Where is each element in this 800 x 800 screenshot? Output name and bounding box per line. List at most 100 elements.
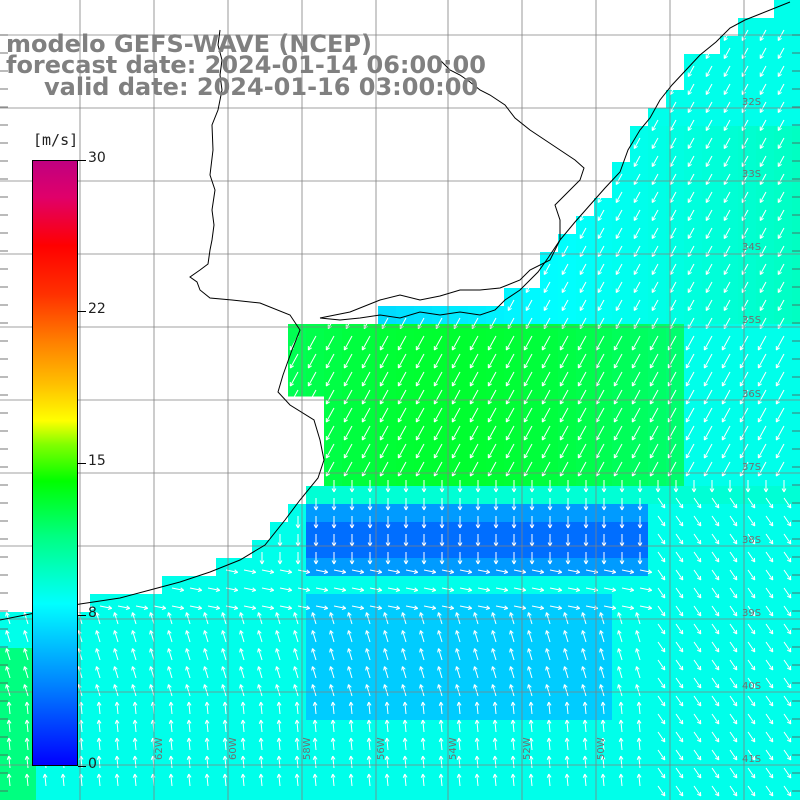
wind-arrow (703, 371, 713, 387)
wind-arrow-head (311, 666, 313, 671)
wind-arrow-head (494, 755, 498, 760)
wind-arrow-head (660, 667, 666, 671)
wind-arrow (548, 702, 551, 715)
wind-arrow (687, 173, 695, 185)
wind-arrow-head (306, 605, 311, 609)
wind-arrow-head (348, 666, 352, 670)
wind-arrow-head (167, 612, 169, 617)
speed-cell (540, 540, 559, 559)
speed-cell (684, 522, 703, 541)
speed-cell (792, 126, 800, 145)
wind-arrow-head (525, 289, 530, 293)
wind-arrow-head (313, 524, 317, 529)
wind-arrow (469, 407, 479, 423)
wind-arrow-head (311, 612, 313, 617)
wind-arrow (687, 281, 695, 293)
wind-arrow-head (326, 383, 330, 387)
latitude-label: 37S (742, 462, 761, 473)
speed-cell (234, 792, 253, 800)
wind-arrow-head (714, 739, 720, 743)
speed-cell (738, 414, 757, 433)
wind-arrow-head (510, 666, 514, 670)
speed-cell (648, 540, 667, 559)
wind-arrow-head (596, 473, 600, 477)
wind-arrow (397, 443, 407, 459)
speed-cell (342, 342, 361, 361)
wind-arrow-head (186, 773, 190, 778)
speed-cell (630, 504, 649, 523)
wind-arrow-head (323, 571, 328, 575)
wind-arrow-head (603, 506, 607, 511)
wind-arrow (566, 738, 569, 751)
speed-cell (252, 576, 271, 595)
speed-cell (648, 396, 667, 415)
wind-arrow-head (705, 271, 710, 275)
wind-arrow (723, 119, 731, 131)
wind-arrow-head (234, 569, 239, 573)
wind-arrow (314, 774, 317, 787)
wind-arrow (437, 612, 443, 625)
wind-arrow-head (557, 589, 562, 593)
speed-cell (684, 126, 703, 145)
wind-arrow-head (601, 488, 605, 493)
wind-arrow-head (567, 488, 571, 493)
wind-arrow-head (360, 569, 365, 573)
wind-arrow-head (150, 666, 154, 670)
wind-arrow-head (566, 773, 570, 778)
wind-arrow-head (252, 605, 257, 609)
speed-cell (792, 144, 800, 163)
wind-arrow-head (222, 755, 226, 760)
wind-arrow-head (768, 703, 774, 707)
wind-arrow-head (420, 755, 424, 760)
wind-arrow-head (745, 488, 749, 493)
wind-arrow-head (305, 607, 310, 611)
speed-cell (684, 684, 703, 703)
wind-arrow-head (637, 524, 641, 529)
speed-cell (630, 198, 649, 217)
wind-arrow-head (722, 419, 726, 423)
wind-arrow (523, 443, 533, 459)
wind-arrow (451, 425, 461, 441)
wind-arrow-head (8, 701, 12, 706)
wind-arrow (167, 684, 173, 697)
wind-arrow-head (486, 587, 491, 591)
speed-cell (774, 126, 793, 145)
speed-cell (666, 180, 685, 199)
wind-arrow (549, 569, 562, 573)
speed-cell (558, 396, 577, 415)
wind-arrow (361, 371, 371, 387)
wind-arrow (631, 371, 641, 387)
wind-arrow-head (648, 587, 653, 591)
wind-arrow-head (457, 542, 461, 547)
longitude-label: 60W (228, 737, 239, 760)
speed-cell (684, 288, 703, 307)
speed-cell (630, 306, 649, 325)
speed-cell (720, 180, 739, 199)
wind-arrow (631, 443, 641, 459)
wind-arrow-head (714, 667, 720, 671)
wind-arrow-head (8, 755, 12, 760)
wind-arrow (239, 630, 245, 643)
speed-cell (576, 270, 595, 289)
wind-arrow-head (23, 612, 25, 617)
speed-cell (648, 468, 667, 487)
wind-arrow (651, 245, 659, 257)
wind-arrow (723, 137, 731, 149)
wind-arrow-head (530, 701, 534, 706)
speed-cell (630, 486, 649, 505)
wind-arrow-head (279, 560, 283, 565)
wind-arrow-head (777, 307, 782, 311)
wind-arrow-head (576, 605, 581, 609)
wind-arrow-head (401, 684, 403, 689)
wind-arrow-head (750, 793, 756, 797)
speed-cell (684, 612, 703, 631)
wind-arrow (595, 353, 605, 369)
wind-arrow-head (636, 666, 640, 670)
wind-arrow-head (368, 719, 372, 724)
wind-arrow (379, 353, 389, 369)
wind-arrow-head (660, 703, 666, 707)
wind-arrow (458, 702, 461, 715)
speed-cell (792, 234, 800, 253)
wind-arrow-head (434, 383, 438, 387)
wind-arrow-head (287, 571, 292, 575)
